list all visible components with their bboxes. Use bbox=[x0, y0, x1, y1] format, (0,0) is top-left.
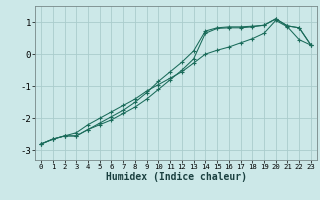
X-axis label: Humidex (Indice chaleur): Humidex (Indice chaleur) bbox=[106, 172, 246, 182]
